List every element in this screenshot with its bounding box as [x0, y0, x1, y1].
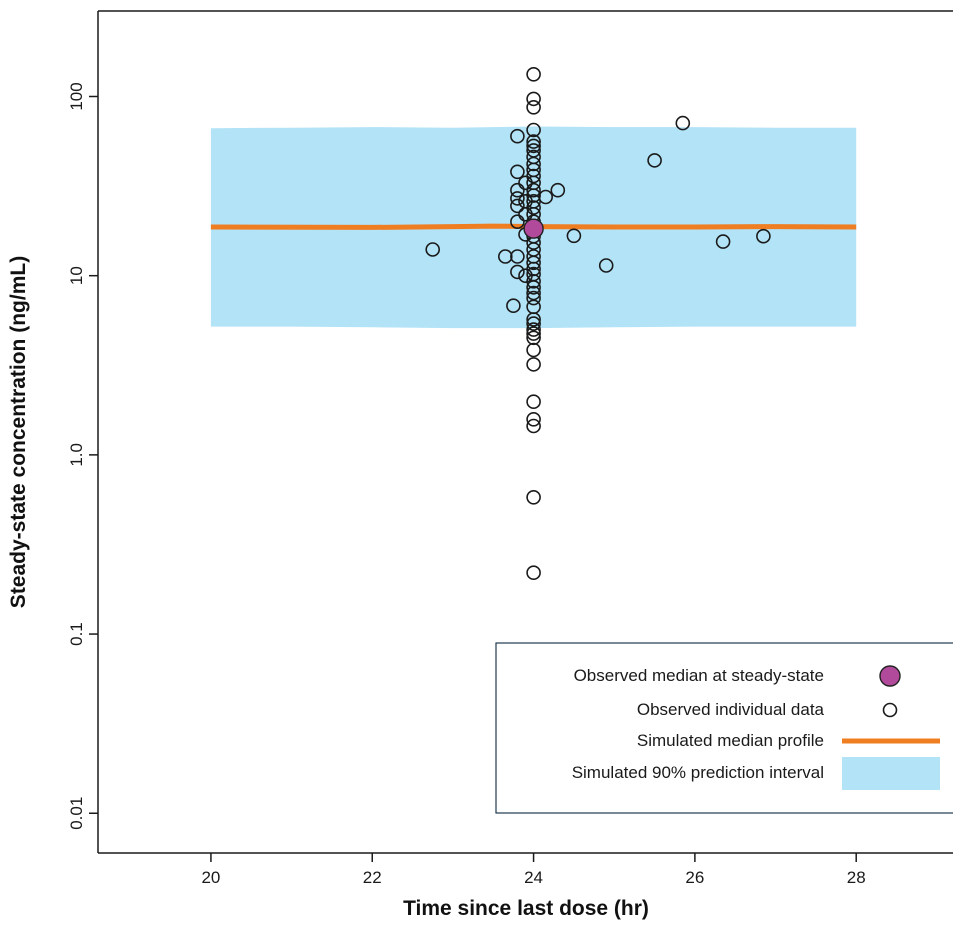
- observed-data-point: [756, 228, 771, 244]
- observed-data-point: [510, 249, 525, 264]
- legend-swatch-observed-individual: [882, 702, 898, 718]
- x-tick-label: 24: [524, 868, 543, 887]
- x-tick-label: 20: [201, 868, 220, 887]
- x-tick-label: 22: [363, 868, 382, 887]
- observed-data-point: [526, 326, 541, 341]
- observed-data-point: [526, 322, 541, 337]
- observed-data-point: [526, 143, 541, 158]
- x-tick-label: 26: [685, 868, 704, 887]
- observed-data-point: [526, 138, 541, 154]
- observed-data-point: [510, 214, 525, 229]
- plot-area: [210, 67, 857, 581]
- x-axis-title: Time since last dose (hr): [403, 897, 649, 920]
- observed-data-point: [526, 342, 541, 358]
- observed-data-point: [526, 182, 541, 198]
- observed-data-point: [526, 418, 541, 434]
- observed-data-point: [526, 200, 541, 215]
- observed-data-point: [675, 115, 691, 131]
- observed-data-point: [526, 290, 541, 306]
- observed-data-point: [598, 258, 614, 273]
- observed-data-point: [526, 91, 541, 107]
- observed-data-point: [526, 149, 541, 165]
- observed-data-point: [526, 316, 541, 331]
- y-tick-label: 100: [67, 82, 86, 110]
- observed-data-point: [526, 411, 541, 427]
- observed-data-point: [425, 242, 441, 257]
- legend-label-prediction-interval: Simulated 90% prediction interval: [572, 763, 824, 782]
- y-tick-label: 0.01: [67, 797, 86, 830]
- observed-data-point: [497, 249, 513, 264]
- y-axis-title: Steady-state concentration (ng/mL): [7, 256, 30, 608]
- legend-swatch-observed-median: [879, 665, 901, 687]
- observed-data-point: [526, 489, 541, 505]
- observed-data-point: [715, 234, 731, 249]
- observed-data-point: [510, 198, 525, 214]
- observed-data-point: [526, 285, 541, 301]
- observed-data-point: [550, 182, 566, 198]
- observed-data-point: [566, 228, 582, 244]
- observed-data-point: [510, 191, 525, 206]
- observed-data-point: [510, 264, 525, 280]
- legend-label-observed-individual: Observed individual data: [637, 700, 825, 719]
- observed-data-point: [526, 67, 541, 82]
- y-tick-label: 0.1: [67, 622, 86, 646]
- observed-data-point: [526, 330, 541, 346]
- observed-data-point: [526, 266, 541, 282]
- observed-data-point: [526, 100, 541, 115]
- observed-data-point: [526, 394, 541, 410]
- observed-data-point: [526, 565, 541, 581]
- legend-label-observed-median: Observed median at steady-state: [574, 666, 824, 685]
- observed-median-point: [523, 218, 544, 239]
- observed-data-point: [510, 164, 525, 180]
- observed-data-point: [510, 182, 525, 198]
- legend-swatch-prediction-interval: [842, 757, 940, 790]
- observed-points: [425, 67, 771, 581]
- observed-data-point: [510, 128, 525, 144]
- y-axis-ticks: 0.01 0.1 1.0 10 100: [67, 82, 98, 830]
- x-tick-label: 28: [847, 868, 866, 887]
- observed-data-point: [526, 122, 541, 138]
- x-axis-ticks: 20 22 24 26 28: [201, 853, 866, 887]
- axes: [97, 10, 953, 854]
- observed-data-point: [526, 357, 541, 372]
- observed-data-point: [506, 298, 521, 314]
- observed-data-point: [647, 153, 662, 168]
- observed-data-point: [526, 168, 541, 184]
- y-tick-label: 1.0: [67, 443, 86, 467]
- y-tick-label: 10: [67, 266, 86, 285]
- observed-data-point: [526, 134, 541, 149]
- observed-data-point: [538, 189, 554, 205]
- legend-label-median-profile: Simulated median profile: [637, 731, 824, 750]
- legend: Observed median at steady-state Observed…: [495, 642, 953, 814]
- observed-data-point: [526, 249, 541, 264]
